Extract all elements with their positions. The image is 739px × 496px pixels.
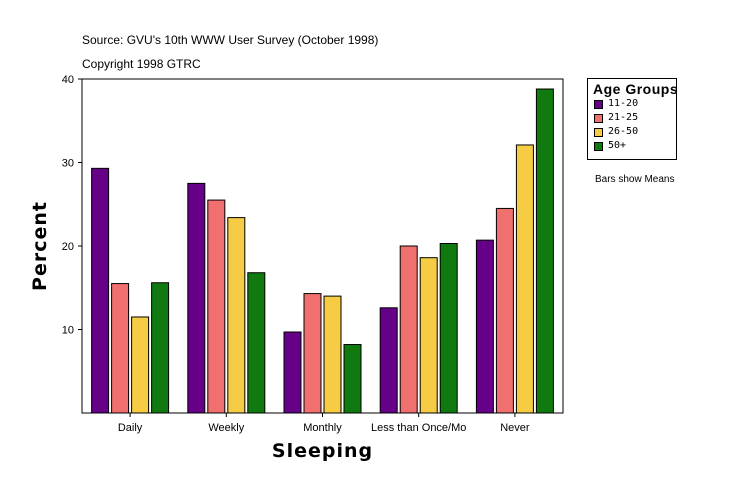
y-tick-label: 40 [62,74,74,86]
x-tick-label: Never [500,422,530,434]
x-tick-label: Less than Once/Mo [371,422,466,434]
bar [247,272,266,414]
bar [343,344,362,414]
legend-label: 21-25 [608,112,639,123]
bar [515,144,534,414]
bar [227,217,246,414]
bar [187,182,206,414]
bar [207,199,226,414]
legend-swatch [594,114,603,123]
y-axis-title: Percent [29,201,51,291]
means-note: Bars show Means [595,174,675,185]
bar [131,316,150,414]
bar [111,283,130,414]
bar [495,207,514,414]
x-tick-label: Monthly [303,422,342,434]
legend-label: 11-20 [608,98,639,109]
x-axis-title: Sleeping [272,440,373,462]
copyright-text: Copyright 1998 GTRC [82,57,201,71]
y-tick-label: 10 [62,325,74,337]
legend-swatch [594,100,603,109]
legend-label: 50+ [608,140,627,151]
legend-label: 26-50 [608,126,639,137]
bar [323,295,342,414]
legend-swatch [594,142,603,151]
bar [399,245,418,414]
bar [91,167,110,414]
x-tick-label: Weekly [208,422,244,434]
bar [283,331,302,414]
legend-swatch [594,128,603,137]
bar [439,242,458,414]
bar [151,282,170,414]
bar [475,239,494,414]
bar [535,88,554,414]
y-tick-label: 20 [62,241,74,253]
y-tick-label: 30 [62,158,74,170]
x-tick-label: Daily [118,422,143,434]
legend: Age Groups 11-20 21-25 26-50 50+ [587,78,679,160]
bar [303,293,322,414]
legend-title: Age Groups [593,81,679,97]
source-text: Source: GVU's 10th WWW User Survey (Octo… [82,33,379,47]
bar [379,307,398,414]
bar [419,257,438,414]
